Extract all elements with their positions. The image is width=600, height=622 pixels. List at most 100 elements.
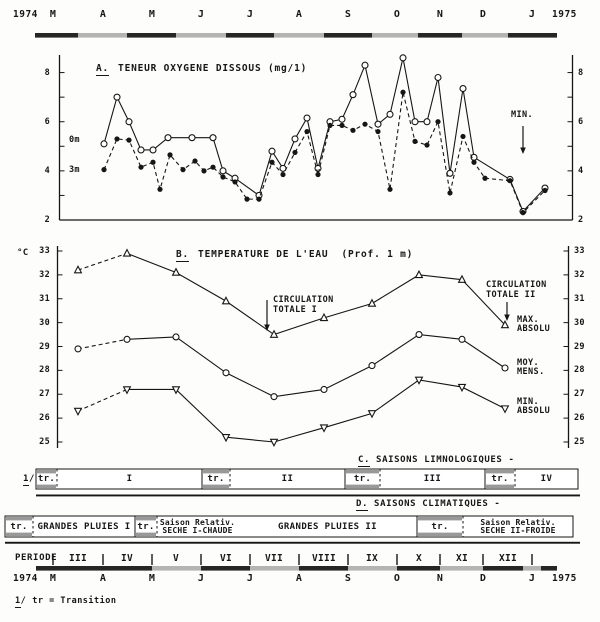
data-point-0m xyxy=(125,118,133,126)
series-line-0m xyxy=(103,57,546,213)
limnological-tr-band xyxy=(486,470,514,474)
data-point-MOY. MENS. xyxy=(501,364,509,372)
top-month-label: A xyxy=(99,9,107,20)
panel-b-ytick-label-left: 25 xyxy=(39,437,50,447)
bottom-month-label: J xyxy=(246,573,254,584)
panel-b-ytick-label-left: 29 xyxy=(39,341,50,352)
data-point-MOY. MENS. xyxy=(368,362,376,370)
top-month-label: M xyxy=(49,9,57,20)
top-month-label: M xyxy=(148,9,156,20)
data-point-0m xyxy=(349,91,357,99)
periode-numeral: VII xyxy=(264,553,284,564)
top-month-bar-segment xyxy=(35,33,78,38)
label-moy-mens-1: MOY. xyxy=(517,358,540,368)
climatic-tr-band xyxy=(136,532,156,536)
data-point-0m xyxy=(399,54,407,62)
series-line-MAX. ABSOLU xyxy=(126,252,506,336)
label-min-absolu-2: ABSOLU xyxy=(517,406,551,416)
periode-bar-segment xyxy=(483,566,523,571)
data-point-MOY. MENS. xyxy=(222,369,230,377)
data-point-MIN. ABSOLU xyxy=(122,386,132,395)
data-point-0m xyxy=(113,93,121,101)
panel-a-ytick-label-right: 8 xyxy=(578,67,584,78)
bottom-month-label: A xyxy=(99,573,107,584)
data-point-0m xyxy=(423,118,431,126)
periode-bar-segment xyxy=(348,566,397,571)
limnological-tr-band xyxy=(203,470,229,474)
panel-b-ytick-label-right: 25 xyxy=(574,437,585,447)
climatic-season-label: Saison Relativ. xyxy=(480,517,556,527)
panel-b-title: B. TEMPERATURE DE L'EAU (Prof. 1 m) xyxy=(176,249,414,262)
panel-b-ytick-label-left: 31 xyxy=(39,293,50,304)
panel-b-ytick-label-left: 30 xyxy=(39,317,50,328)
series-label-0m: 0m xyxy=(69,135,80,145)
data-point-MOY. MENS. xyxy=(458,335,466,343)
panel-d-header-letter: D. xyxy=(356,499,369,511)
data-point-3m xyxy=(180,167,186,173)
top-month-label: J xyxy=(246,9,254,20)
panel-b-title-text: TEMPERATURE DE L'EAU (Prof. 1 m) xyxy=(198,249,414,260)
data-point-0m xyxy=(303,114,311,122)
panel-b-ytick-label-right: 30 xyxy=(574,317,585,328)
bottom-month-label: O xyxy=(393,573,401,584)
data-point-0m xyxy=(291,135,299,143)
data-point-3m xyxy=(362,121,368,127)
data-point-3m xyxy=(126,137,132,143)
panel-a-title-letter: A. xyxy=(96,63,110,76)
data-point-MAX. ABSOLU xyxy=(414,269,424,279)
data-point-3m xyxy=(244,196,250,202)
data-point-3m xyxy=(350,127,356,133)
top-month-bar-segment xyxy=(508,33,557,38)
bottom-month-label: N xyxy=(436,573,444,584)
data-point-3m xyxy=(507,178,513,184)
periode-bar-segment xyxy=(523,566,541,571)
data-point-3m xyxy=(482,175,488,181)
climatic-tr-band xyxy=(6,517,32,521)
series-first-segment-MOY. MENS. xyxy=(77,338,128,350)
footnote-ref-num: 1 xyxy=(23,474,30,486)
periode-bar-segment xyxy=(440,566,483,571)
bottom-month-label: A xyxy=(295,573,303,584)
top-year-right: 1975 xyxy=(552,9,577,20)
panel-b-ytick-label-right: 28 xyxy=(574,365,585,376)
data-point-MIN. ABSOLU xyxy=(171,386,181,395)
climatic-transition-label: tr. xyxy=(10,521,28,532)
data-point-3m xyxy=(387,186,393,192)
panel-d-header: D. SAISONS CLIMATIQUES - xyxy=(356,499,500,511)
climatic-season-label: GRANDES PLUIES I xyxy=(37,521,131,532)
panel-a-ytick-label-left: 2 xyxy=(44,215,50,225)
data-point-3m xyxy=(315,171,321,178)
climatic-tr-band xyxy=(418,517,462,521)
periode-numeral: IV xyxy=(120,553,134,564)
periode-bar-segment xyxy=(250,566,299,571)
data-point-0m xyxy=(361,61,369,69)
top-month-bar-segment xyxy=(462,33,508,38)
data-point-0m xyxy=(188,134,196,142)
data-point-MIN. ABSOLU xyxy=(319,424,329,433)
data-point-MOY. MENS. xyxy=(74,345,82,353)
top-month-bar-segment xyxy=(324,33,372,38)
limnological-tr-band xyxy=(37,470,56,474)
limnological-season-label: IV xyxy=(540,474,553,484)
limnological-transition-label: tr. xyxy=(37,474,56,484)
series-line-MOY. MENS. xyxy=(126,333,506,398)
data-point-MIN. ABSOLU xyxy=(457,383,467,393)
periode-numeral: XII xyxy=(498,553,518,564)
circulation-2-line1: CIRCULATION xyxy=(486,280,547,290)
series-label-3m: 3m xyxy=(69,165,80,175)
periode-numeral: X xyxy=(415,553,423,564)
data-point-3m xyxy=(150,159,156,165)
limnological-transition-label: tr. xyxy=(491,474,509,484)
panel-c-header-text: SAISONS LIMNOLOGIQUES - xyxy=(376,455,515,465)
panel-a-ytick-label-left: 4 xyxy=(44,165,50,176)
bottom-year-left: 1974 xyxy=(13,573,38,584)
data-point-MAX. ABSOLU xyxy=(171,267,181,276)
limnological-season-label: III xyxy=(423,474,442,484)
data-point-3m xyxy=(471,159,477,165)
label-max-absolu-1: MAX. xyxy=(517,315,540,325)
bottom-month-label: J xyxy=(528,573,536,584)
climatic-transition-label: tr. xyxy=(137,521,155,532)
data-point-3m xyxy=(167,152,173,158)
data-point-MAX. ABSOLU xyxy=(319,312,329,322)
